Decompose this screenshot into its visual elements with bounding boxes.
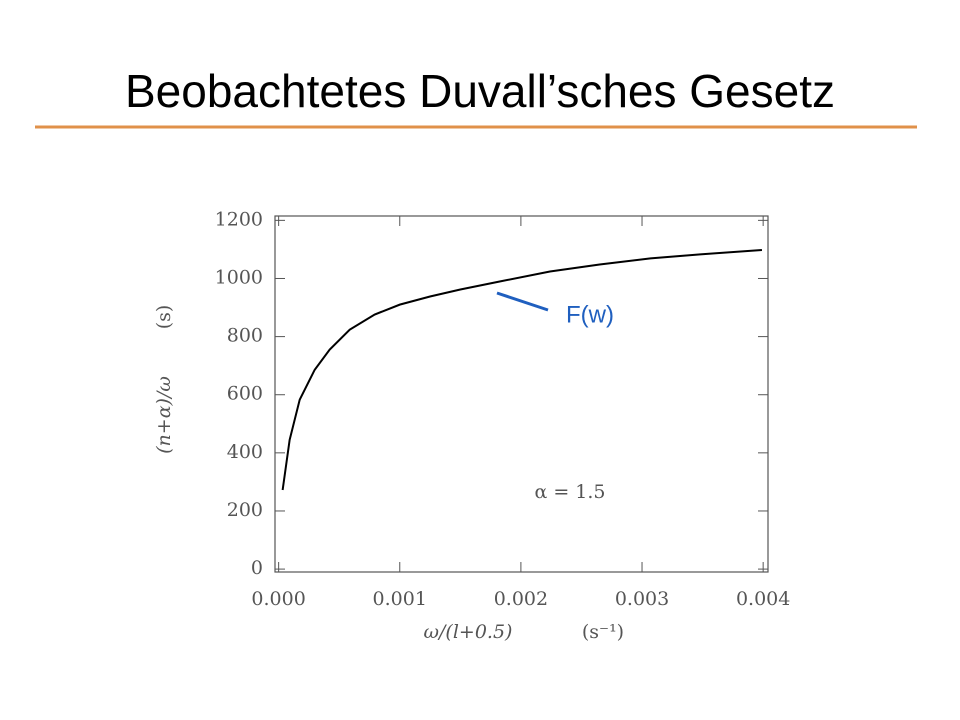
x-tick-label: 0.004 — [736, 588, 790, 610]
x-axis-label: ω/(l+0.5) — [424, 621, 513, 643]
annotation: α = 1.5 — [534, 481, 605, 503]
pointer — [496, 291, 549, 312]
y-axis-label: (n+α)/ω — [153, 376, 175, 454]
y-tick-label: 600 — [227, 383, 263, 405]
x-axis-unit: (s⁻¹) — [582, 621, 624, 643]
x-tick-label: 0.001 — [373, 588, 427, 610]
y-tick-label: 1200 — [215, 208, 263, 230]
x-tick-label: 0.003 — [615, 588, 669, 610]
y-tick-label: 0 — [251, 557, 263, 579]
y-tick-label: 800 — [227, 325, 263, 347]
data-line — [281, 249, 763, 491]
y-tick-label: 200 — [227, 499, 263, 521]
x-tick-label: 0.000 — [251, 588, 305, 610]
y-tick-label: 400 — [227, 441, 263, 463]
annotation: F(w) — [566, 301, 614, 328]
plot-frame — [274, 215, 769, 573]
slide-title: Beobachtetes Duvall’sches Gesetz — [125, 65, 835, 117]
y-axis-unit: (s) — [153, 305, 175, 330]
x-tick-label: 0.002 — [494, 588, 548, 610]
y-tick-label: 1000 — [215, 266, 263, 288]
